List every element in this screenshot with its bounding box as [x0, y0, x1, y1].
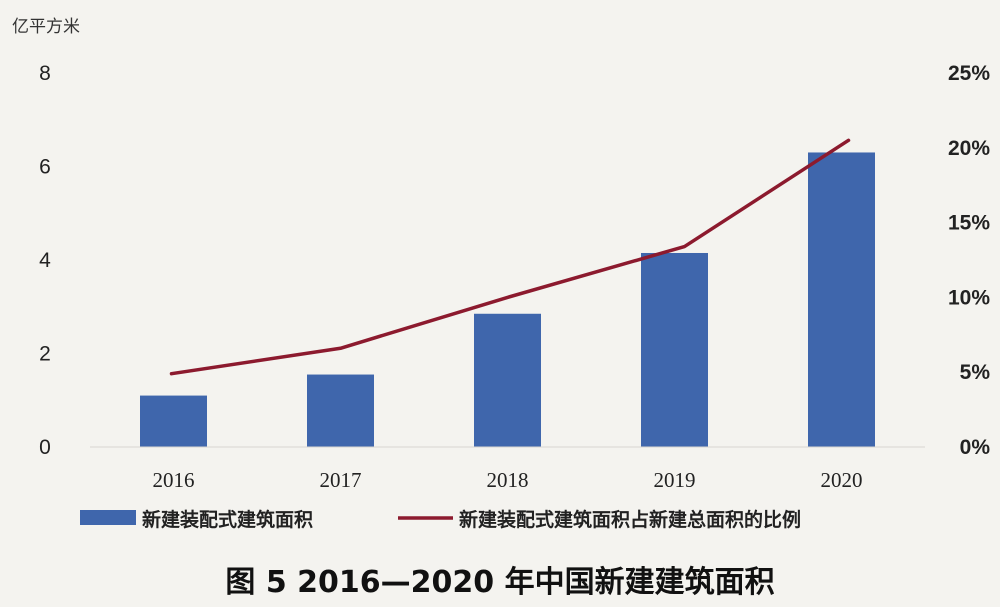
bar-2017: [307, 374, 374, 447]
line-series: [169, 138, 851, 376]
legend: 新建装配式建筑面积 新建装配式建筑面积占新建总面积的比例: [80, 508, 801, 531]
right-axis-tick-label: 5%: [960, 361, 991, 384]
x-axis-tick-label: 2017: [320, 468, 362, 492]
x-axis-tick-label: 2016: [153, 468, 195, 492]
x-axis-tick-label: 2020: [821, 468, 863, 492]
right-axis-tick-label: 25%: [948, 62, 990, 85]
right-axis-tick-label: 20%: [948, 137, 990, 160]
x-axis-tick-label: 2019: [654, 468, 696, 492]
bar-2016: [140, 395, 207, 447]
right-axis-ticks: 0% 5% 10% 15% 20% 25%: [948, 62, 990, 459]
bar-series: [140, 152, 875, 447]
left-axis-unit-label: 亿平方米: [12, 17, 80, 37]
x-axis-tick-label: 2018: [487, 468, 529, 492]
line-share-of-total: [169, 138, 851, 376]
left-axis-tick-label: 6: [39, 156, 51, 179]
right-axis-tick-label: 10%: [948, 286, 990, 309]
right-axis-tick-label: 15%: [948, 212, 990, 235]
legend-swatch-bar: [80, 510, 136, 525]
bar-2018: [474, 313, 541, 447]
figure-caption: 图 5 2016—2020 年中国新建建筑面积: [225, 565, 774, 600]
bar-2020: [808, 152, 875, 447]
left-axis-tick-label: 4: [39, 249, 51, 272]
left-axis-ticks: 0 2 4 6 8: [39, 62, 51, 459]
x-axis-ticks: 2016 2017 2018 2019 2020: [153, 468, 863, 492]
legend-label-line: 新建装配式建筑面积占新建总面积的比例: [459, 508, 801, 531]
bar-2019: [641, 252, 708, 447]
right-axis-tick-label: 0%: [960, 436, 991, 459]
left-axis-tick-label: 2: [39, 343, 51, 366]
legend-label-bar: 新建装配式建筑面积: [142, 508, 313, 531]
left-axis-tick-label: 0: [39, 436, 51, 459]
left-axis-tick-label: 8: [39, 62, 51, 85]
